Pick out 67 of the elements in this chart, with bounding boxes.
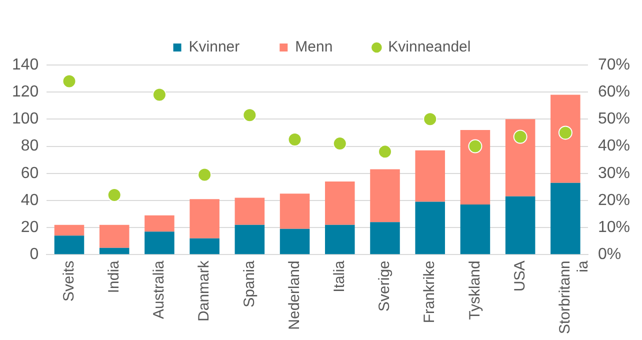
bar bbox=[370, 222, 400, 254]
bar bbox=[280, 194, 310, 229]
legend-label: Kvinner bbox=[188, 38, 240, 56]
y-tick-label: 60 bbox=[20, 164, 39, 182]
bar bbox=[370, 169, 400, 222]
x-tick-label: Spania bbox=[240, 260, 258, 308]
y2-tick-label: 30% bbox=[598, 164, 630, 182]
bar bbox=[99, 248, 130, 254]
y-tick-label: 0 bbox=[30, 246, 39, 264]
bar bbox=[99, 224, 130, 248]
legend-label: Kvinneandel bbox=[388, 38, 471, 56]
y-tick-label: 100 bbox=[12, 110, 39, 128]
bar bbox=[234, 198, 265, 225]
point bbox=[152, 88, 166, 102]
legend-label: Menn bbox=[295, 38, 333, 56]
x-tick-label: USA bbox=[511, 260, 528, 292]
point bbox=[332, 136, 347, 151]
bar bbox=[280, 228, 310, 254]
bar bbox=[505, 119, 536, 196]
bar bbox=[190, 199, 220, 238]
point bbox=[378, 144, 392, 159]
y2-tick-label: 50% bbox=[598, 110, 630, 128]
x-tick-label: India bbox=[105, 260, 122, 294]
point bbox=[62, 74, 76, 88]
y2-tick-label: 40% bbox=[598, 138, 630, 155]
bar bbox=[505, 196, 536, 254]
x-tick-label: Australia bbox=[150, 260, 168, 319]
y-tick-label: 20 bbox=[20, 218, 39, 236]
bar bbox=[144, 215, 174, 232]
bar bbox=[550, 182, 580, 254]
y2-tick-label: 10% bbox=[598, 218, 630, 236]
point bbox=[513, 130, 528, 144]
y2-tick-label: 0% bbox=[598, 246, 622, 264]
y2-tick-label: 70% bbox=[598, 56, 630, 74]
point bbox=[468, 139, 482, 154]
y-tick-label: 80 bbox=[20, 138, 39, 155]
x-tick-label: Nederland bbox=[286, 260, 303, 330]
y2-tick-label: 20% bbox=[598, 192, 630, 209]
bar bbox=[54, 224, 84, 236]
bar bbox=[54, 236, 84, 254]
point bbox=[198, 168, 212, 182]
bar bbox=[325, 224, 355, 254]
bar bbox=[415, 150, 445, 202]
y-tick-label: 40 bbox=[20, 192, 39, 209]
bar bbox=[460, 204, 490, 254]
point bbox=[558, 126, 572, 140]
x-tick-label: Sverige bbox=[376, 260, 394, 312]
x-tick-label: Danmark bbox=[196, 260, 213, 322]
bar bbox=[190, 238, 220, 254]
bar bbox=[325, 181, 355, 225]
point bbox=[423, 112, 438, 126]
x-tick-label: Italia bbox=[331, 260, 348, 292]
point bbox=[107, 188, 122, 202]
x-tick-label: Tyskland bbox=[466, 260, 484, 320]
x-tick-label: Storbritannia bbox=[556, 260, 592, 334]
y2-tick-label: 60% bbox=[598, 83, 630, 100]
bar bbox=[415, 202, 445, 254]
y-tick-label: 140 bbox=[12, 56, 39, 74]
x-tick-label: Sveits bbox=[60, 260, 78, 302]
x-tick-label: Frankrike bbox=[421, 260, 438, 324]
point bbox=[288, 132, 302, 146]
y-tick-label: 120 bbox=[12, 83, 39, 100]
bar bbox=[550, 94, 580, 183]
bar bbox=[234, 224, 265, 254]
point bbox=[242, 108, 257, 122]
bar bbox=[144, 232, 174, 254]
bar bbox=[460, 130, 490, 205]
